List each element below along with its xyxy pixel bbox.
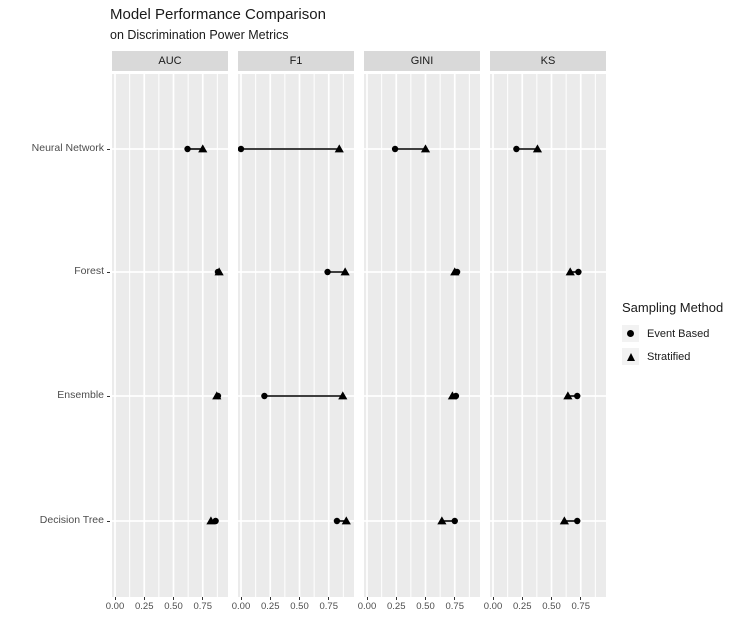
facet-strip-gini: GINI (364, 51, 480, 71)
x-tick-mark (114, 597, 116, 600)
legend-label: Event Based (647, 327, 710, 340)
legend-item-event-based: Event Based (622, 325, 723, 342)
data-point-triangle (420, 144, 431, 153)
panel-auc (112, 74, 228, 597)
x-tick-label: 0.50 (416, 601, 435, 612)
circle-icon (627, 330, 634, 337)
data-point-circle (324, 268, 331, 276)
x-tick-label: 0.25 (513, 601, 532, 612)
x-tick-label: 0.50 (290, 601, 309, 612)
x-tick-mark (202, 597, 204, 600)
data-point-triangle (206, 516, 216, 525)
x-tick-label: 0.25 (261, 601, 280, 612)
data-point-circle (391, 145, 399, 153)
y-tick-mark (107, 148, 110, 150)
legend-key (622, 325, 639, 342)
x-tick-mark (580, 597, 582, 600)
x-tick-label: 0.75 (445, 601, 465, 612)
x-tick-label: 0.00 (105, 601, 125, 612)
y-axis-label: Ensemble (57, 389, 104, 401)
chart-title: Model Performance Comparison (110, 6, 326, 23)
x-tick-label: 0.50 (164, 601, 183, 612)
data-point-triangle (532, 144, 543, 153)
data-point-triangle (447, 391, 458, 400)
data-point-circle (513, 145, 520, 153)
facet-strip-f1: F1 (238, 51, 354, 71)
data-point-triangle (563, 391, 573, 400)
x-tick-label: 0.00 (231, 601, 251, 612)
y-axis-label: Neural Network (31, 142, 104, 154)
data-point-circle (575, 268, 582, 276)
data-point-triangle (212, 391, 222, 400)
panel-ks (490, 74, 606, 597)
chart-subtitle: on Discrimination Power Metrics (110, 28, 289, 42)
data-point-triangle (340, 267, 350, 276)
data-point-triangle (437, 516, 447, 525)
data-point-circle (333, 517, 341, 525)
legend-items: Event Based Stratified (622, 325, 723, 365)
data-point-triangle (334, 144, 344, 153)
y-axis-label: Forest (74, 265, 104, 277)
data-point-triangle (214, 267, 224, 276)
x-tick-label: 0.75 (319, 601, 339, 612)
x-tick-label: 0.75 (193, 601, 213, 612)
data-point-circle (574, 392, 581, 400)
y-tick-mark (107, 520, 110, 522)
x-tick-mark (395, 597, 397, 600)
data-point-circle (451, 517, 458, 525)
x-tick-mark (366, 597, 368, 600)
x-tick-mark (492, 597, 494, 600)
data-point-triangle (338, 391, 348, 400)
x-tick-mark (299, 597, 300, 600)
legend-key (622, 348, 639, 365)
x-tick-mark (521, 597, 523, 600)
x-tick-label: 0.00 (483, 601, 503, 612)
legend-label: Stratified (647, 350, 691, 363)
data-point-circle (261, 392, 268, 400)
facet-strip-auc: AUC (112, 51, 228, 71)
x-tick-mark (269, 597, 271, 600)
x-tick-mark (551, 597, 552, 600)
data-point-triangle (565, 267, 575, 276)
x-tick-mark (240, 597, 242, 600)
y-tick-mark (107, 271, 110, 273)
panel-f1 (238, 74, 354, 597)
y-axis-label: Decision Tree (39, 514, 104, 526)
facet-strip-ks: KS (490, 51, 606, 71)
x-tick-mark (454, 597, 456, 600)
y-tick-mark (107, 395, 110, 397)
x-tick-label: 0.25 (135, 601, 154, 612)
data-point-triangle (559, 516, 569, 525)
x-tick-label: 0.75 (571, 601, 591, 612)
legend-item-stratified: Stratified (622, 348, 723, 365)
x-tick-label: 0.25 (387, 601, 406, 612)
x-tick-label: 0.50 (542, 601, 561, 612)
legend: Sampling Method Event Based Stratified (622, 300, 723, 371)
x-tick-mark (425, 597, 426, 600)
data-point-circle (238, 145, 245, 153)
data-point-circle (184, 145, 191, 153)
x-tick-label: 0.00 (357, 601, 377, 612)
data-point-triangle (450, 267, 460, 276)
x-tick-mark (143, 597, 145, 600)
x-tick-mark (328, 597, 330, 600)
data-point-triangle (341, 516, 351, 525)
x-tick-mark (173, 597, 174, 600)
triangle-icon (626, 352, 635, 361)
legend-title: Sampling Method (622, 300, 724, 315)
data-point-circle (574, 517, 581, 525)
data-point-triangle (198, 144, 208, 153)
panel-gini (364, 74, 480, 597)
